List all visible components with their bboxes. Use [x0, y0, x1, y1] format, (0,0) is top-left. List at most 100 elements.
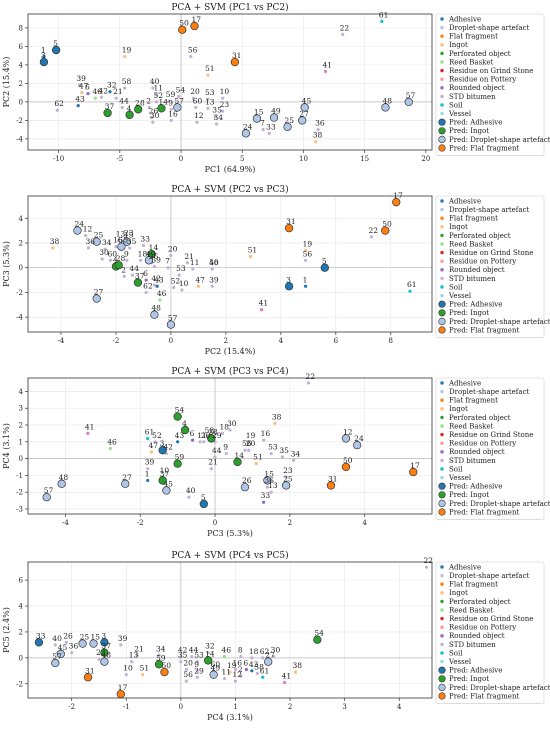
- x-tick-label: 4: [362, 519, 367, 527]
- point-marker-pred: [300, 103, 309, 112]
- legend-marker: [440, 86, 444, 90]
- point-marker-pred: [252, 114, 262, 123]
- point-marker: [262, 438, 266, 442]
- legend-box: [435, 561, 545, 704]
- x-tick-label: -2: [137, 519, 144, 527]
- point-label: 12: [194, 111, 204, 120]
- point-label: 17: [118, 683, 128, 692]
- legend-marker: [440, 475, 444, 480]
- point-marker: [166, 266, 170, 270]
- point-marker: [169, 118, 173, 122]
- x-tick-label: 0: [213, 519, 217, 527]
- point-label: 44: [189, 646, 199, 655]
- point-marker: [185, 261, 190, 265]
- point-label: 15: [124, 231, 134, 240]
- x-axis-label: PC1 (64.9%): [205, 165, 256, 174]
- x-tick-label: 3: [342, 703, 346, 711]
- point-marker: [206, 106, 210, 110]
- legend-label: Pred: Adhesive: [449, 119, 502, 127]
- point-marker: [157, 653, 161, 657]
- y-tick-label: -2: [16, 117, 23, 125]
- x-tick-label: 0: [179, 703, 183, 711]
- point-label: 16: [232, 659, 242, 668]
- x-tick-label: 0: [179, 155, 183, 163]
- legend-label: STD bitumen: [449, 93, 496, 101]
- point-marker: [114, 96, 118, 100]
- point-marker-pred: [158, 446, 167, 455]
- legend-marker: [440, 51, 444, 56]
- point-label: 17: [393, 191, 403, 200]
- point-label: 48: [382, 96, 392, 105]
- point-label: 1: [303, 275, 308, 284]
- point-marker: [261, 656, 265, 660]
- point-label: 26: [201, 431, 211, 440]
- point-marker: [146, 467, 150, 471]
- point-label: 39: [76, 74, 86, 83]
- point-marker: [303, 284, 308, 288]
- point-marker: [314, 140, 318, 144]
- legend-marker: [440, 415, 444, 420]
- legend-marker-pred: [438, 683, 446, 692]
- legend-marker: [440, 565, 444, 569]
- point-label: 2: [146, 96, 151, 105]
- point-marker-pred: [313, 635, 322, 644]
- point-label: 35: [178, 651, 188, 660]
- point-label: 47: [148, 441, 158, 450]
- legend-marker-pred: [438, 326, 446, 334]
- point-label: 34: [156, 644, 166, 653]
- legend-marker: [440, 582, 444, 586]
- point-marker: [172, 285, 176, 290]
- point-label: 40: [186, 486, 196, 495]
- legend-marker: [440, 450, 444, 454]
- point-marker: [169, 107, 173, 111]
- legend-label: Residue on Pottery: [449, 76, 516, 84]
- point-label: 14: [158, 97, 168, 106]
- point-marker: [100, 257, 104, 261]
- point-marker: [196, 284, 200, 288]
- point-marker: [260, 308, 264, 312]
- x-tick-label: 2: [288, 519, 292, 527]
- legend-label: Perforated object: [449, 232, 511, 240]
- point-marker: [221, 96, 225, 100]
- legend-marker-pred: [438, 499, 446, 508]
- point-marker: [152, 264, 157, 269]
- point-label: 53: [205, 88, 215, 97]
- point-label: 25: [80, 633, 90, 642]
- point-label: 34: [102, 238, 112, 247]
- point-label: 20: [190, 87, 200, 96]
- point-label: 22: [340, 23, 350, 32]
- x-tick-label: -2: [68, 703, 75, 711]
- y-tick-label: 2: [19, 422, 23, 430]
- x-axis-label: PC2 (15.4%): [205, 347, 256, 356]
- point-label: 19: [303, 239, 313, 248]
- point-label: 45: [302, 96, 312, 105]
- point-label: 25: [285, 116, 295, 125]
- y-tick-label: 4: [19, 61, 24, 69]
- point-label: 53: [176, 264, 186, 273]
- point-label: 23: [220, 100, 230, 109]
- point-label: 47: [195, 275, 205, 284]
- point-marker: [80, 91, 84, 95]
- point-label: 26: [242, 476, 252, 485]
- point-label: 43: [75, 95, 85, 104]
- legend-box: [435, 195, 545, 338]
- point-marker: [194, 105, 198, 110]
- legend-marker-pred: [438, 135, 446, 143]
- point-label: 13: [205, 97, 215, 106]
- point-marker: [291, 458, 296, 462]
- point-marker: [233, 679, 238, 683]
- point-label: 60: [211, 660, 221, 669]
- legend-label: Perforated object: [449, 50, 511, 58]
- point-marker: [64, 640, 68, 644]
- point-marker-pred: [381, 226, 390, 235]
- point-label: 52: [171, 276, 181, 285]
- legend-marker: [440, 285, 444, 289]
- point-label: 5: [322, 257, 327, 266]
- point-label: 30: [99, 248, 109, 257]
- point-marker-pred: [158, 476, 167, 485]
- point-marker: [269, 490, 273, 494]
- x-tick-label: -5: [116, 155, 123, 163]
- point-marker: [195, 120, 199, 124]
